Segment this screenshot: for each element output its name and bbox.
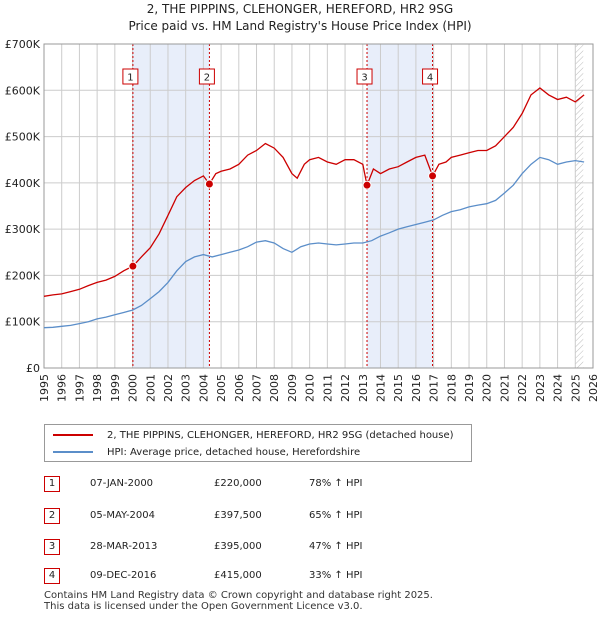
legend-swatch-property: [53, 434, 93, 436]
y-tick-label: £400K: [5, 177, 41, 190]
x-tick-label: 2016: [410, 374, 423, 402]
x-tick-label: 1998: [91, 374, 104, 402]
sale-badge-box-4: [422, 68, 439, 85]
sale-badge-label-4: 4: [427, 73, 433, 84]
forecast-hatch: [575, 44, 584, 368]
y-tick-label: £700K: [5, 38, 41, 51]
sale-hpi-change: 47% ↑ HPI: [309, 541, 363, 552]
x-tick-label: 2005: [215, 374, 228, 402]
x-tick-label: 2007: [251, 374, 264, 402]
sale-hpi-change: 78% ↑ HPI: [309, 478, 363, 489]
sale-point-2: [204, 179, 214, 189]
sale-number-badge: 2: [44, 508, 60, 524]
x-tick-label: 2026: [587, 374, 600, 402]
chart-title: 2, THE PIPPINS, CLEHONGER, HEREFORD, HR2…: [146, 2, 454, 16]
y-tick-label: £200K: [5, 269, 41, 282]
legend-item-hpi: HPI: Average price, detached house, Here…: [53, 444, 360, 460]
chart-subtitle: Price paid vs. HM Land Registry's House …: [128, 19, 472, 33]
price-chart: £0 £100K £200K £300K £400K £500K £600K £700K 199…: [5, 38, 600, 402]
sale-badge-box-1: [122, 68, 139, 85]
x-tick-label: 2025: [569, 374, 582, 402]
sale-point-1: [128, 261, 138, 271]
sale-hpi-change: 65% ↑ HPI: [309, 510, 363, 521]
y-tick-label: £300K: [5, 223, 41, 236]
chart-legend: 2, THE PIPPINS, CLEHONGER, HEREFORD, HR2…: [44, 424, 472, 462]
sale-date: 07-JAN-2000: [90, 478, 154, 489]
sale-badge-label-1: 1: [127, 73, 133, 84]
x-tick-label: 2002: [162, 374, 175, 402]
sale-price: £415,000: [214, 570, 262, 581]
sale-period-shade-2: [367, 44, 433, 368]
x-tick-label: 2001: [144, 374, 157, 402]
x-tick-label: 1996: [56, 374, 69, 402]
sale-badge-box-3: [356, 68, 373, 85]
sale-date: 05-MAY-2004: [90, 510, 156, 521]
x-tick-label: 2021: [498, 374, 511, 402]
property-series-line: [43, 87, 585, 297]
footer-line-1: Contains HM Land Registry data © Crown c…: [44, 590, 433, 601]
legend-item-property: 2, THE PIPPINS, CLEHONGER, HEREFORD, HR2…: [53, 427, 454, 443]
legend-label-hpi: HPI: Average price, detached house, Here…: [107, 446, 361, 458]
x-tick-label: 2020: [481, 374, 494, 402]
legend-swatch-hpi: [53, 451, 93, 453]
sale-price: £397,500: [214, 510, 262, 521]
footer-line-2: This data is licensed under the Open Gov…: [44, 601, 363, 612]
sale-hpi-change: 33% ↑ HPI: [309, 570, 363, 581]
x-tick-label: 1997: [73, 374, 86, 402]
sale-number-badge: 1: [44, 476, 60, 492]
x-tick-label: 2011: [321, 374, 334, 402]
y-tick-label: £100K: [5, 316, 41, 329]
sale-row: 2 05-MAY-2004 £397,500 65% ↑ HPI: [44, 507, 444, 527]
sale-price: £220,000: [214, 478, 262, 489]
x-tick-label: 2013: [357, 374, 370, 402]
y-tick-label: £600K: [5, 84, 41, 97]
sale-badge-label-2: 2: [204, 73, 210, 84]
x-tick-label: 2017: [428, 374, 441, 402]
sale-row: 1 07-JAN-2000 £220,000 78% ↑ HPI: [44, 475, 444, 495]
plot-frame: [43, 43, 594, 369]
sale-row: 4 09-DEC-2016 £415,000 33% ↑ HPI: [44, 567, 444, 587]
x-tick-label: 2014: [374, 374, 387, 402]
x-tick-label: 2006: [233, 374, 246, 402]
x-tick-label: 2008: [268, 374, 281, 402]
sale-period-shade-1: [132, 44, 210, 368]
x-tick-label: 2003: [180, 374, 193, 402]
sale-point-4: [428, 171, 438, 181]
x-tick-label: 1995: [38, 374, 51, 402]
x-tick-label: 2022: [516, 374, 529, 402]
x-tick-label: 2009: [286, 374, 299, 402]
sale-date: 28-MAR-2013: [90, 541, 158, 552]
legend-label-property: 2, THE PIPPINS, CLEHONGER, HEREFORD, HR2…: [107, 429, 454, 441]
sale-price: £395,000: [214, 541, 262, 552]
x-tick-label: 2024: [552, 374, 565, 402]
x-tick-label: 1999: [109, 374, 122, 402]
sale-date: 09-DEC-2016: [90, 570, 157, 581]
sale-number-badge: 3: [44, 539, 60, 555]
x-tick-label: 2010: [304, 374, 317, 402]
sale-point-3: [362, 180, 372, 190]
sale-number-badge: 4: [44, 568, 60, 584]
x-tick-label: 2015: [392, 374, 405, 402]
y-tick-label: £0: [26, 362, 40, 375]
x-tick-label: 2000: [127, 374, 140, 402]
footer-credit: Contains HM Land Registry data © Crown c…: [44, 590, 433, 612]
hpi-series-line: [43, 156, 585, 329]
sale-row: 3 28-MAR-2013 £395,000 47% ↑ HPI: [44, 538, 444, 558]
y-tick-label: £500K: [5, 131, 41, 144]
sale-badge-box-2: [198, 68, 215, 85]
x-tick-label: 2004: [197, 374, 210, 402]
x-tick-label: 2019: [463, 374, 476, 402]
x-tick-label: 2018: [445, 374, 458, 402]
x-tick-label: 2023: [534, 374, 547, 402]
x-tick-label: 2012: [339, 374, 352, 402]
sale-badge-label-3: 3: [361, 73, 367, 84]
